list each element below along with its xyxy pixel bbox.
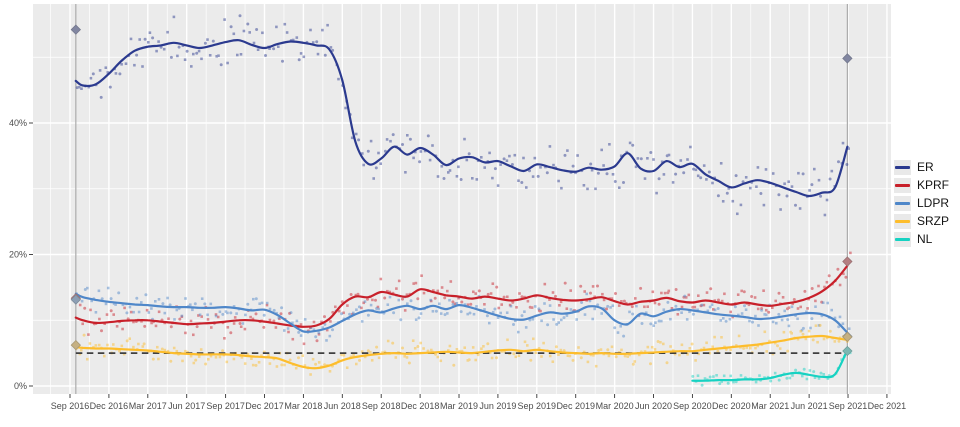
result-marker-SRZP [842, 331, 853, 343]
legend-key-nl [894, 232, 911, 247]
legend-label: SRZP [917, 214, 950, 228]
legend-item-ldpr: LDPR [894, 196, 949, 211]
poll-scatter-points [74, 14, 852, 387]
result-marker-NL [842, 345, 853, 357]
trend-SRZP [74, 334, 849, 370]
x-tick-label: Dec 2018 [401, 401, 440, 411]
x-tick-label: Mar 2018 [284, 401, 322, 411]
x-tick-label: Dec 2016 [90, 401, 129, 411]
legend-key-er [894, 160, 911, 175]
x-tick-label: Mar 2019 [440, 401, 478, 411]
x-tick-label: Dec 2020 [712, 401, 751, 411]
legend-item-nl: NL [894, 232, 949, 247]
x-tick-label: Dec 2017 [245, 401, 284, 411]
trend-KPRF [74, 264, 849, 328]
x-tick-label: Mar 2021 [751, 401, 789, 411]
x-tick-label: Sep 2018 [362, 401, 401, 411]
result-marker-KPRF [842, 256, 853, 267]
legend-item-kprf: KPRF [894, 178, 949, 193]
x-tick-label: Dec 2021 [868, 401, 907, 411]
y-axis: 0% 20% 40% [9, 118, 33, 391]
legend-label: ER [917, 160, 934, 174]
x-tick-label: Jun 2019 [479, 401, 516, 411]
x-tick-label: Sep 2019 [518, 401, 557, 411]
x-tick-label: Sep 2020 [673, 401, 712, 411]
result-marker-SRZP [70, 339, 82, 351]
x-tick-label: Mar 2020 [596, 401, 634, 411]
x-tick-label: Jun 2020 [635, 401, 672, 411]
result-marker-LDPR [70, 294, 82, 305]
legend-item-srzp: SRZP [894, 214, 949, 229]
legend-key-srzp [894, 214, 911, 229]
legend-line-swatch [895, 166, 910, 169]
scatter-LDPR [75, 286, 851, 342]
trend-NL [691, 348, 849, 382]
legend-key-kprf [894, 178, 911, 193]
trend-lines [74, 39, 849, 382]
legend-line-swatch [895, 220, 910, 223]
result-marker-ER [70, 24, 82, 35]
trend-ER [74, 39, 849, 198]
result-marker-ER [842, 53, 853, 64]
trend-LDPR [74, 292, 849, 334]
legend-line-swatch [895, 184, 910, 187]
x-tick-label: Jun 2021 [791, 401, 828, 411]
election-date-lines [75, 4, 848, 394]
legend-item-er: ER [894, 160, 949, 175]
chart-legend: ER KPRF LDPR SRZP NL [894, 160, 949, 247]
legend-label: NL [917, 232, 933, 246]
legend-label: LDPR [917, 196, 950, 210]
x-tick-label: Jun 2018 [324, 401, 361, 411]
x-tick-label: Dec 2019 [556, 401, 595, 411]
legend-key-ldpr [894, 196, 911, 211]
legend-label: KPRF [917, 178, 950, 192]
x-tick-label: Sep 2017 [206, 401, 245, 411]
y-tick-label: 0% [14, 381, 27, 391]
legend-line-swatch [895, 238, 910, 241]
plot-panel [33, 4, 891, 394]
x-axis: Sep 2016 Dec 2016 Mar 2017 Jun 2017 Sep 2017… [51, 394, 906, 411]
x-tick-label: Sep 2021 [829, 401, 868, 411]
legend-line-swatch [895, 202, 910, 205]
y-tick-label: 40% [9, 118, 27, 128]
x-tick-label: Mar 2017 [129, 401, 167, 411]
x-tick-label: Sep 2016 [51, 401, 90, 411]
y-tick-label: 20% [9, 250, 27, 260]
election-result-markers [70, 24, 853, 357]
gridlines [33, 4, 891, 394]
x-tick-label: Jun 2017 [168, 401, 205, 411]
